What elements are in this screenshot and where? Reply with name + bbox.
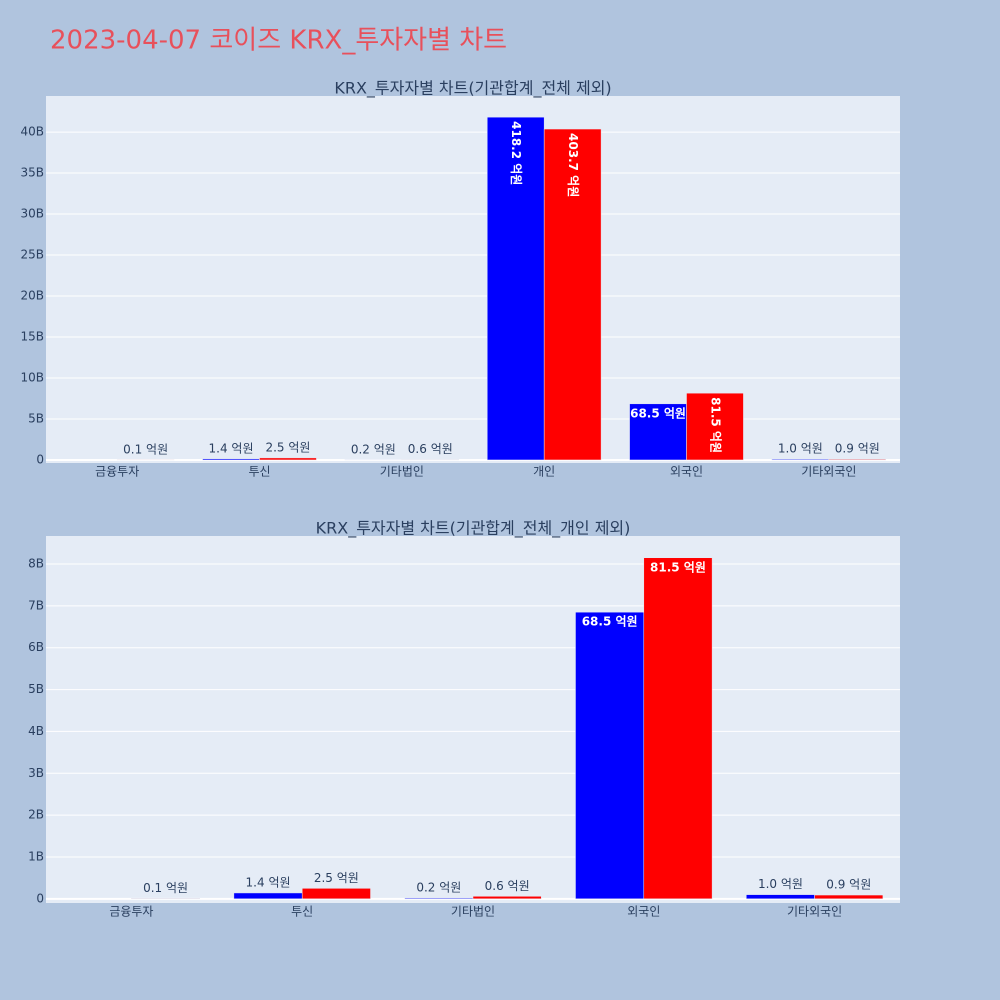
value-label: 0.9 억원 (826, 878, 871, 892)
x-tick-label: 투신 (248, 465, 270, 479)
y-tick-label: 8B (28, 557, 44, 571)
bar (404, 897, 474, 900)
value-label: 68.5 억원 (582, 615, 638, 629)
bar (629, 403, 687, 461)
y-tick-label: 10B (20, 370, 44, 384)
y-tick-label: 3B (28, 766, 44, 780)
value-label: 0.6 억원 (485, 879, 530, 893)
value-label: 1.4 억원 (209, 441, 254, 455)
value-label: 0.2 억원 (416, 880, 461, 894)
y-tick-label: 5B (28, 411, 44, 425)
bar (746, 894, 815, 900)
value-label: 0.9 억원 (835, 442, 880, 456)
bar (472, 896, 542, 900)
y-tick-label: 4B (28, 724, 44, 738)
page-title: 2023-04-07 코이즈 KRX_투자자별 차트 (50, 26, 507, 56)
chart-title: KRX_투자자별 차트(기관합계_전체 제외) (334, 79, 611, 99)
value-label: 0.1 억원 (143, 881, 188, 895)
y-tick-label: 1B (28, 849, 44, 863)
value-label: 0.2 억원 (351, 442, 396, 456)
bar (771, 458, 830, 461)
x-tick-label: 기타외국인 (787, 905, 842, 919)
x-tick-label: 투신 (291, 905, 313, 919)
value-label: 2.5 억원 (265, 440, 310, 454)
x-tick-label: 금융투자 (95, 465, 139, 479)
x-tick-label: 기타외국인 (801, 465, 856, 479)
y-tick-label: 40B (20, 125, 44, 139)
value-label: 1.0 억원 (758, 877, 803, 891)
y-tick-label: 25B (20, 248, 44, 262)
y-tick-label: 2B (28, 808, 44, 822)
x-tick-label: 외국인 (627, 905, 660, 919)
value-label: 1.4 억원 (246, 875, 291, 889)
x-tick-label: 개인 (533, 465, 555, 479)
y-tick-label: 0 (36, 891, 44, 905)
y-tick-label: 35B (20, 166, 44, 180)
value-label: 1.0 억원 (778, 442, 823, 456)
chart-title: KRX_투자자별 차트(기관합계_전체_개인 제외) (316, 519, 631, 539)
y-tick-label: 15B (20, 330, 44, 344)
bar (828, 458, 887, 461)
x-tick-label: 기타법인 (451, 905, 495, 919)
bar (643, 557, 713, 900)
value-label: 403.7 억원 (566, 133, 580, 197)
bar (575, 611, 645, 900)
y-tick-label: 20B (20, 289, 44, 303)
x-tick-label: 기타법인 (380, 465, 424, 479)
y-tick-label: 5B (28, 682, 44, 696)
bar (543, 128, 602, 461)
value-label: 68.5 억원 (630, 406, 686, 420)
y-tick-label: 30B (20, 207, 44, 221)
y-tick-label: 6B (28, 640, 44, 654)
bar (686, 392, 744, 461)
x-tick-label: 외국인 (670, 465, 703, 479)
bar (259, 457, 317, 461)
value-label: 2.5 억원 (314, 871, 359, 885)
y-tick-label: 7B (28, 598, 44, 612)
plot-area (46, 96, 900, 463)
bar (301, 888, 371, 900)
bar (233, 892, 303, 900)
bar (486, 116, 545, 461)
x-tick-label: 금융투자 (109, 905, 153, 919)
value-label: 0.6 억원 (408, 442, 453, 456)
value-label: 418.2 억원 (509, 121, 523, 185)
y-tick-label: 0 (36, 452, 44, 466)
value-label: 81.5 억원 (650, 560, 706, 574)
bar (814, 894, 884, 900)
value-label: 81.5 억원 (708, 397, 722, 453)
plot-area (46, 536, 900, 903)
bar (202, 458, 260, 461)
value-label: 0.1 억원 (123, 442, 168, 456)
